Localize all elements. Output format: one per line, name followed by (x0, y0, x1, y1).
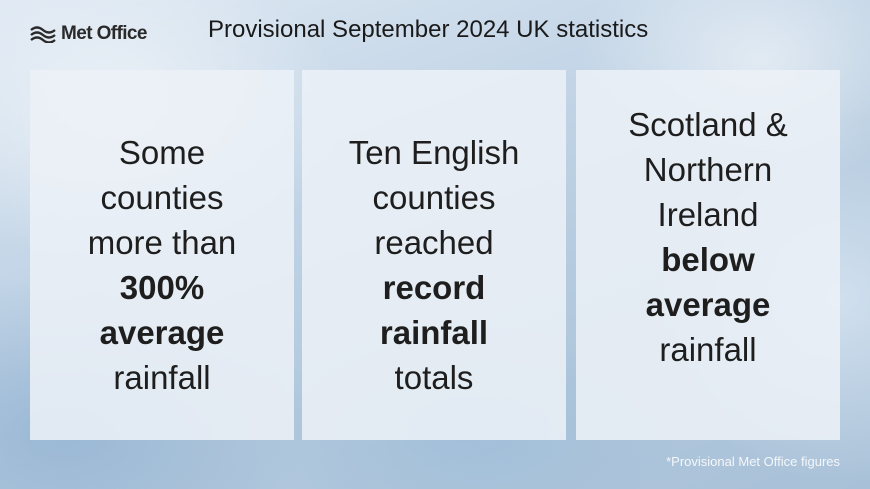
card-text: Some counties more than 300% average rai… (88, 130, 237, 400)
stat-card-counties-300: Some counties more than 300% average rai… (30, 70, 294, 440)
met-office-wave-icon (30, 26, 56, 43)
footnote: *Provisional Met Office figures (666, 454, 840, 469)
met-office-logo: Met Office (30, 22, 147, 46)
card-text: Scotland & Northern Ireland below averag… (628, 102, 788, 372)
card-highlight: 300% (119, 269, 205, 306)
card-line: Some (118, 134, 206, 171)
card-highlight: average (645, 286, 771, 323)
card-line: Northern (643, 151, 773, 188)
card-highlight: record (382, 269, 486, 306)
card-line: Ten English (348, 134, 520, 171)
card-line: totals (394, 359, 474, 396)
page-title: Provisional September 2024 UK statistics (208, 16, 649, 43)
card-line: rainfall (113, 359, 211, 396)
card-highlight: below (661, 241, 755, 278)
stat-card-below-average: Scotland & Northern Ireland below averag… (576, 70, 840, 440)
card-line: reached (374, 224, 494, 261)
card-line: Scotland & (628, 106, 788, 143)
card-line: counties (372, 179, 496, 216)
card-line: counties (100, 179, 224, 216)
card-line: Ireland (657, 196, 759, 233)
card-line: more than (87, 224, 237, 261)
card-line: rainfall (659, 331, 757, 368)
logo-text: Met Office (61, 23, 147, 44)
card-highlight: rainfall (379, 314, 489, 351)
stat-card-record-rainfall: Ten English counties reached record rain… (302, 70, 566, 440)
card-highlight: average (99, 314, 225, 351)
card-text: Ten English counties reached record rain… (349, 130, 520, 400)
